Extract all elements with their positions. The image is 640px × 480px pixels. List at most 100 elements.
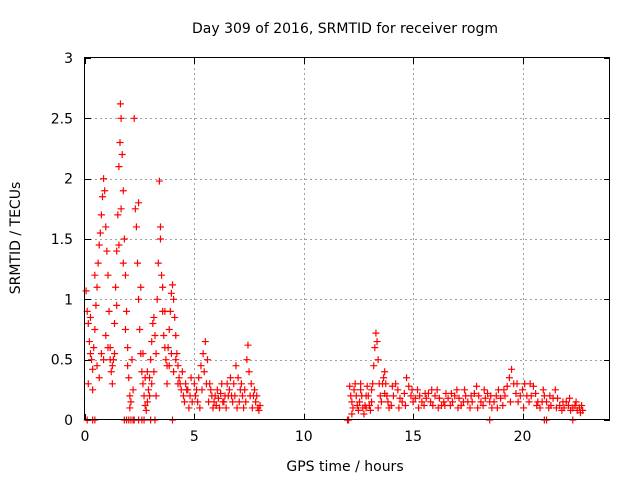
data-point (148, 380, 156, 388)
data-point (84, 380, 92, 388)
data-point (348, 410, 356, 418)
data-point (172, 332, 180, 340)
data-point (487, 392, 495, 400)
data-point (372, 329, 380, 337)
data-point (116, 100, 124, 108)
data-point (191, 392, 199, 400)
data-point (101, 187, 109, 195)
data-point (455, 394, 463, 402)
data-point (539, 386, 547, 394)
data-point (481, 394, 489, 402)
data-point (161, 307, 169, 315)
data-point (170, 368, 178, 376)
data-point (380, 374, 388, 382)
data-point (512, 389, 520, 397)
data-point (453, 386, 461, 394)
data-point (526, 380, 534, 388)
data-point (108, 362, 116, 370)
data-point (349, 404, 357, 412)
data-point (171, 313, 179, 321)
data-point (96, 229, 104, 237)
data-point (477, 398, 485, 406)
data-point (128, 356, 136, 364)
y-tick-label: 0 (64, 413, 73, 429)
data-point (467, 392, 475, 400)
data-point (479, 402, 487, 410)
data-point (551, 386, 559, 394)
data-point (121, 271, 129, 279)
data-point (139, 350, 147, 358)
data-point (434, 404, 442, 412)
data-point (516, 392, 524, 400)
data-point (163, 380, 171, 388)
data-point (103, 247, 111, 255)
data-point (164, 344, 172, 352)
data-point (198, 386, 206, 394)
data-point (125, 374, 133, 382)
data-point (225, 386, 233, 394)
data-point (119, 187, 127, 195)
data-point (232, 362, 240, 370)
data-point (252, 398, 260, 406)
data-point (363, 382, 371, 390)
data-point (146, 392, 154, 400)
data-point (440, 398, 448, 406)
y-tick-label: 1 (64, 292, 73, 308)
data-point (403, 374, 411, 382)
data-point (119, 259, 127, 267)
data-point (89, 386, 97, 394)
data-point (427, 398, 435, 406)
data-point (120, 235, 128, 243)
data-point (182, 380, 190, 388)
data-point (148, 338, 156, 346)
grid-lines (85, 58, 610, 420)
data-point (135, 295, 143, 303)
data-point (123, 307, 131, 315)
data-point (362, 404, 370, 412)
data-point (152, 392, 160, 400)
data-point (422, 394, 430, 402)
data-point (374, 356, 382, 364)
data-point (364, 392, 372, 400)
data-point (131, 205, 139, 213)
data-point (130, 114, 138, 122)
data-point (231, 392, 239, 400)
data-point (102, 223, 110, 231)
data-point (546, 392, 554, 400)
data-point (167, 350, 175, 358)
data-point (100, 356, 108, 364)
data-point (151, 332, 159, 340)
y-tick-label: 0.5 (51, 353, 73, 369)
data-point (246, 392, 254, 400)
x-axis-label: GPS time / hours (286, 459, 403, 475)
data-point (346, 382, 354, 390)
data-point (418, 398, 426, 406)
data-point (576, 409, 584, 417)
data-point (371, 344, 379, 352)
data-point (194, 398, 202, 406)
data-point (243, 356, 251, 364)
data-point (190, 380, 198, 388)
data-point (104, 344, 112, 352)
data-point (444, 394, 452, 402)
data-point (126, 392, 134, 400)
data-point (118, 151, 126, 159)
chart-title: Day 309 of 2016, SRMTID for receiver rog… (192, 21, 498, 37)
data-point (475, 392, 483, 400)
data-point (559, 398, 567, 406)
data-point (431, 392, 439, 400)
data-point (108, 380, 116, 388)
data-point (127, 398, 135, 406)
data-point (185, 404, 193, 412)
data-point (241, 386, 249, 394)
data-point (181, 398, 189, 406)
data-point (368, 386, 376, 394)
data-point (382, 380, 390, 388)
data-point (245, 368, 253, 376)
data-point (441, 402, 449, 410)
data-point (578, 402, 586, 410)
data-point (396, 394, 404, 402)
data-point (93, 283, 101, 291)
data-point (196, 404, 204, 412)
